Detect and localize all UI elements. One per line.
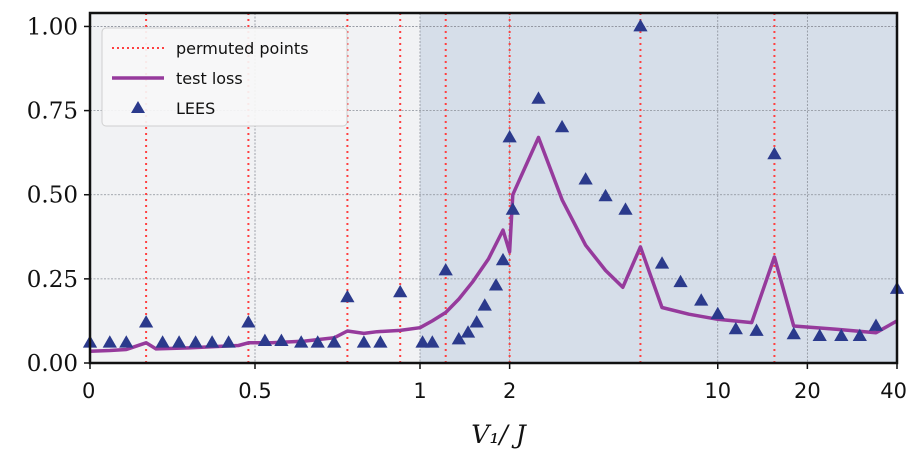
- y-tick-label: 0.00: [27, 351, 78, 377]
- lees-marker: [633, 18, 648, 32]
- y-tick-label: 1.00: [27, 14, 78, 40]
- y-axis-ticks: 0.00 0.25 0.50 0.75 1.00: [27, 14, 90, 377]
- legend-lees-swatch: [131, 101, 145, 113]
- lees-marker: [155, 335, 170, 348]
- y-tick-label: 0.25: [27, 267, 78, 293]
- lees-marker: [618, 202, 633, 215]
- lees-marker: [102, 335, 117, 348]
- lees-marker: [710, 306, 725, 320]
- legend-label: LEES: [176, 99, 215, 118]
- lees-marker: [451, 331, 466, 345]
- legend-label: permuted points: [176, 39, 309, 58]
- x-tick-label: 10: [704, 379, 731, 403]
- lees-marker: [694, 293, 709, 306]
- lees-marker: [171, 335, 187, 348]
- lees-marker: [834, 328, 849, 341]
- lees-marker: [310, 335, 325, 348]
- lees-marker: [415, 335, 430, 348]
- lees-marker: [812, 328, 827, 341]
- lees-marker: [221, 335, 236, 348]
- lees-marker: [393, 284, 408, 298]
- lees-marker: [767, 146, 782, 160]
- y-tick-label: 0.75: [27, 99, 78, 125]
- lees-marker: [460, 325, 476, 338]
- x-tick-label: 2: [503, 379, 516, 403]
- lees-marker: [327, 335, 342, 348]
- lees-marker: [786, 326, 801, 340]
- lees-marker: [673, 274, 688, 288]
- lees-marker: [505, 202, 520, 215]
- plot-frame: [88, 11, 899, 365]
- x-axis-label: V₁/ J: [471, 420, 527, 449]
- lees-marker: [598, 188, 613, 202]
- lees-marker: [257, 333, 273, 346]
- lees-marker: [488, 278, 504, 291]
- x-tick-label: 0.5: [238, 379, 271, 403]
- x-tick-label: 0: [82, 379, 95, 403]
- lees-series: [82, 18, 905, 348]
- lees-marker: [578, 172, 593, 185]
- lees-marker: [502, 130, 517, 143]
- lees-marker: [373, 335, 388, 348]
- lees-marker: [425, 335, 440, 348]
- legend-label: test loss: [176, 69, 243, 88]
- lees-marker: [654, 256, 670, 269]
- lees-marker: [477, 298, 492, 311]
- lees-marker: [438, 262, 453, 276]
- lees-marker: [138, 315, 154, 328]
- lees-marker: [356, 335, 372, 348]
- lees-marker: [241, 315, 256, 328]
- lees-marker: [188, 335, 203, 348]
- lees-marker: [340, 289, 355, 303]
- legend: permuted points test loss LEES: [101, 27, 348, 127]
- x-tick-label: 1: [413, 379, 426, 403]
- x-tick-label: 40: [880, 379, 907, 403]
- lees-marker: [274, 333, 289, 346]
- lees-marker: [728, 321, 743, 335]
- x-tick-label: 20: [794, 379, 821, 403]
- y-tick-label: 0.50: [27, 183, 78, 209]
- permuted-points-lines: [145, 13, 776, 363]
- lees-marker: [868, 318, 884, 331]
- lees-marker: [554, 119, 570, 133]
- lees-marker: [119, 335, 134, 348]
- lees-marker: [469, 315, 484, 328]
- lees-marker: [749, 323, 764, 336]
- legend-box: [101, 27, 348, 127]
- lees-marker: [204, 335, 220, 348]
- x-axis-ticks: 0 0.5 1 2 10 20 40: [82, 363, 907, 403]
- lees-marker: [531, 91, 546, 104]
- lees-marker: [294, 335, 309, 348]
- lees-marker: [495, 252, 511, 266]
- lees-marker: [852, 328, 867, 341]
- shaded-region-1: [420, 13, 897, 363]
